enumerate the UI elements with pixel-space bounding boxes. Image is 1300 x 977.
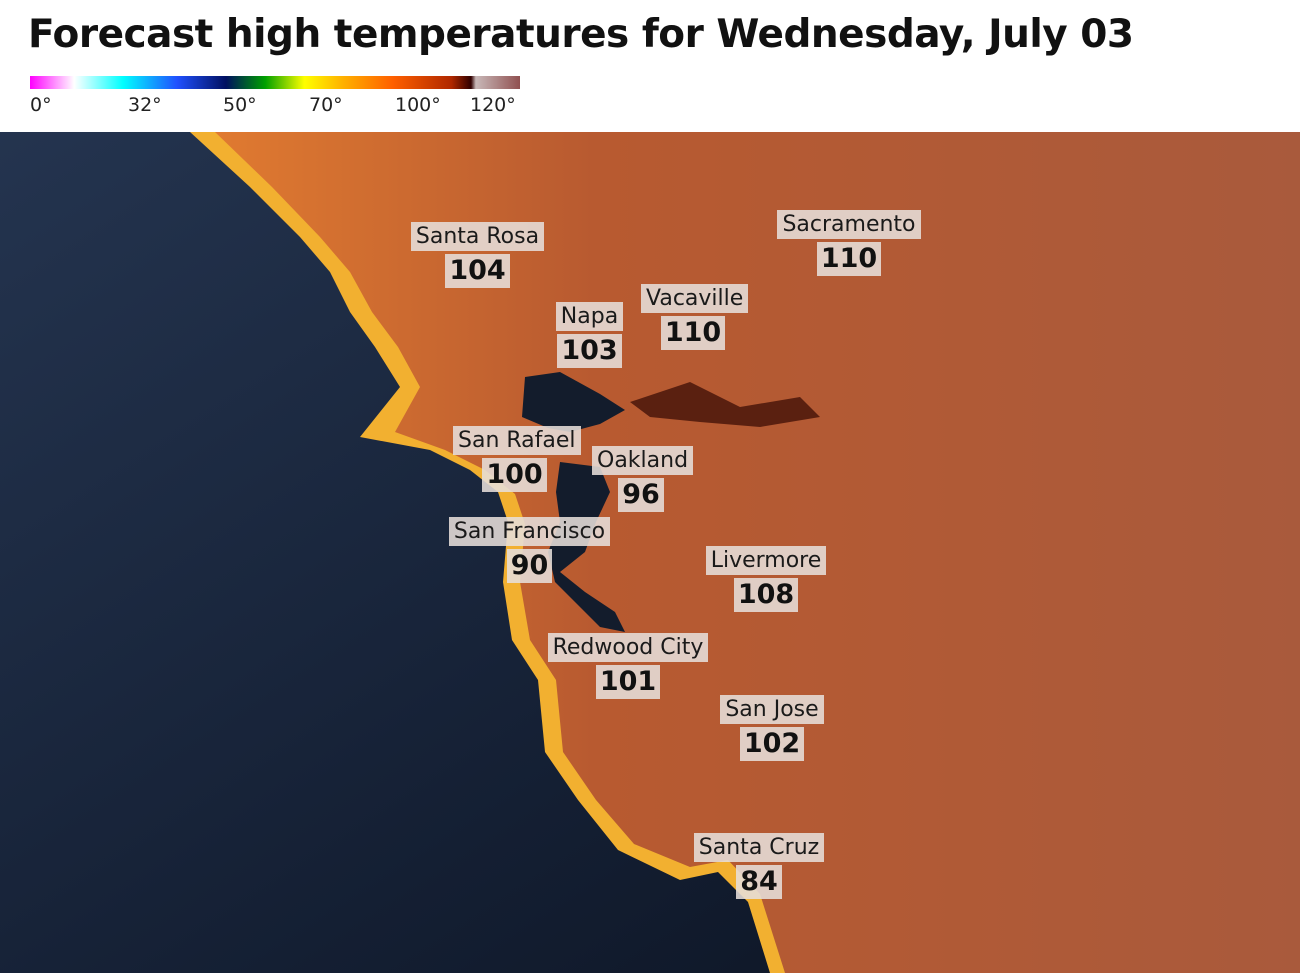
city-temp: 108 (733, 578, 799, 612)
city-name: San Jose (720, 695, 824, 724)
city-label-oakland: Oakland 96 (592, 446, 694, 512)
city-name: Santa Cruz (693, 833, 825, 862)
legend-tick: 50° (223, 94, 257, 116)
city-label-san-jose: San Jose 102 (717, 695, 827, 761)
city-temp: 102 (739, 727, 805, 761)
city-label-vacaville: Vacaville 110 (641, 284, 749, 350)
city-name: Sacramento (777, 210, 921, 239)
city-name: Napa (555, 302, 624, 331)
temperature-map[interactable]: Santa Rosa 104 Sacramento 110 Vacaville … (0, 132, 1300, 973)
legend-tick: 100° (395, 94, 441, 116)
city-label-san-francisco: San Francisco 90 (447, 517, 612, 583)
map-graphic (0, 132, 1300, 973)
city-label-san-rafael: San Rafael 100 (453, 426, 581, 492)
city-name: Oakland (592, 446, 694, 475)
delta (630, 382, 820, 427)
city-temp: 101 (595, 665, 661, 699)
temperature-legend-bar (30, 76, 520, 89)
san-francisco-bay (522, 372, 625, 632)
legend-tick: 32° (128, 94, 162, 116)
city-label-santa-cruz: Santa Cruz 84 (692, 833, 826, 899)
city-label-santa-rosa: Santa Rosa 104 (407, 222, 548, 288)
city-temp: 84 (736, 865, 782, 899)
city-temp: 96 (618, 478, 664, 512)
page-title: Forecast high temperatures for Wednesday… (28, 12, 1134, 57)
city-label-livermore: Livermore 108 (705, 546, 827, 612)
city-temp: 110 (816, 242, 882, 276)
city-temp: 100 (482, 458, 547, 492)
legend-ticks: 0° 32° 50° 70° 100° 120° (30, 94, 530, 120)
city-temp: 104 (445, 254, 510, 288)
city-name: Livermore (705, 546, 827, 575)
city-temp: 103 (557, 334, 622, 368)
city-temp: 90 (506, 549, 553, 583)
city-name: Vacaville (641, 284, 749, 313)
city-label-redwood-city: Redwood City 101 (545, 633, 711, 699)
city-label-napa: Napa 103 (552, 302, 627, 368)
city-name: San Rafael (453, 426, 581, 455)
city-temp: 110 (660, 316, 726, 350)
city-label-sacramento: Sacramento 110 (775, 210, 923, 276)
legend-tick: 120° (470, 94, 516, 116)
legend-tick: 0° (30, 94, 52, 116)
city-name: Redwood City (547, 633, 709, 662)
legend-tick: 70° (309, 94, 343, 116)
city-name: San Francisco (448, 517, 611, 546)
city-name: Santa Rosa (410, 222, 545, 251)
